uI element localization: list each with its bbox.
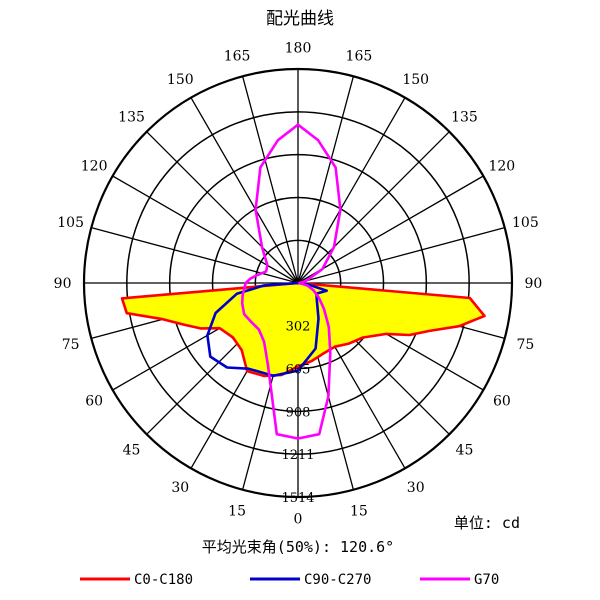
angle-tick-label: 180 [285, 41, 312, 57]
angle-tick-label: 165 [346, 49, 373, 65]
ring-labels: 302 605 908 1211 1514 [281, 320, 314, 506]
ring-value-label: 605 [286, 363, 311, 378]
spoke-line [112, 175, 299, 284]
angle-tick-label: 120 [488, 158, 515, 174]
ring-value-label: 302 [286, 320, 311, 335]
angle-tick-label: 135 [118, 110, 145, 126]
chart-title: 配光曲线 [266, 9, 334, 29]
ring-circle [126, 111, 470, 455]
spoke-line [91, 226, 299, 284]
angle-tick-label: 120 [81, 158, 108, 174]
angle-tick-label: 105 [57, 215, 84, 231]
legend-label: G70 [474, 572, 499, 588]
spoke-line [297, 131, 450, 284]
legend-label: C90-C270 [304, 572, 371, 588]
unit-label: 单位: cd [454, 514, 520, 532]
spoke-line [190, 97, 299, 284]
angle-tick-label: 75 [62, 337, 80, 353]
beam-angle-label: 平均光束角(50%): 120.6° [202, 538, 394, 556]
spoke-line [241, 76, 299, 284]
angle-tick-label: 90 [524, 276, 542, 292]
spoke-line [297, 175, 484, 284]
angle-tick-label: 0 [294, 511, 303, 527]
series-curve-2 [206, 281, 328, 378]
ring-value-label: 1514 [281, 491, 314, 506]
angle-tick-label: 30 [171, 480, 189, 496]
angle-tick-label: 135 [451, 110, 478, 126]
angle-tick-label: 90 [54, 276, 72, 292]
angle-tick-label: 105 [512, 215, 539, 231]
series-curve-1 [120, 281, 486, 378]
spoke-line [297, 97, 406, 284]
angle-tick-label: 150 [402, 72, 429, 88]
curves [120, 123, 486, 440]
spoke-line [297, 76, 355, 284]
spoke-line [297, 226, 505, 284]
angle-tick-label: 150 [167, 72, 194, 88]
angle-tick-label: 60 [493, 394, 511, 410]
ring-value-label: 1211 [281, 448, 314, 463]
series-curve-3 [240, 123, 342, 440]
angle-tick-label: 75 [516, 337, 534, 353]
angle-tick-label: 15 [350, 503, 368, 519]
spoke-line [146, 131, 299, 284]
angle-tick-label: 165 [224, 49, 251, 65]
legend-label: C0-C180 [134, 572, 193, 588]
ring-value-label: 908 [286, 405, 311, 420]
ring-circle [82, 67, 514, 499]
angle-tick-label: 45 [123, 442, 141, 458]
angle-tick-label: 30 [407, 480, 425, 496]
angle-tick-label: 60 [85, 394, 103, 410]
angle-tick-label: 15 [228, 503, 246, 519]
ring-circle [168, 153, 428, 413]
angle-labels: 0 15 30 45 60 75 90 105 120 135 150 165 180 15 30 45 60 7… [54, 41, 543, 528]
angle-tick-label: 45 [456, 442, 474, 458]
legend: C0-C180 C90-C270 G70 [80, 572, 499, 588]
